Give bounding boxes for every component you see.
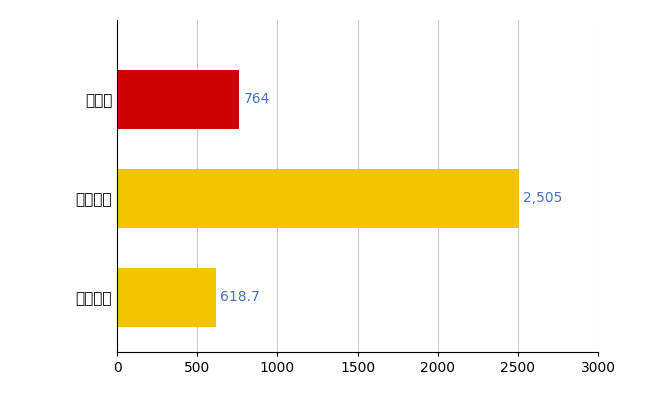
Bar bbox=[117, 268, 216, 327]
Bar bbox=[117, 70, 239, 129]
Text: 2,505: 2,505 bbox=[523, 191, 562, 205]
Text: 618.7: 618.7 bbox=[220, 290, 260, 304]
Bar bbox=[117, 169, 519, 228]
Text: 764: 764 bbox=[244, 92, 270, 106]
